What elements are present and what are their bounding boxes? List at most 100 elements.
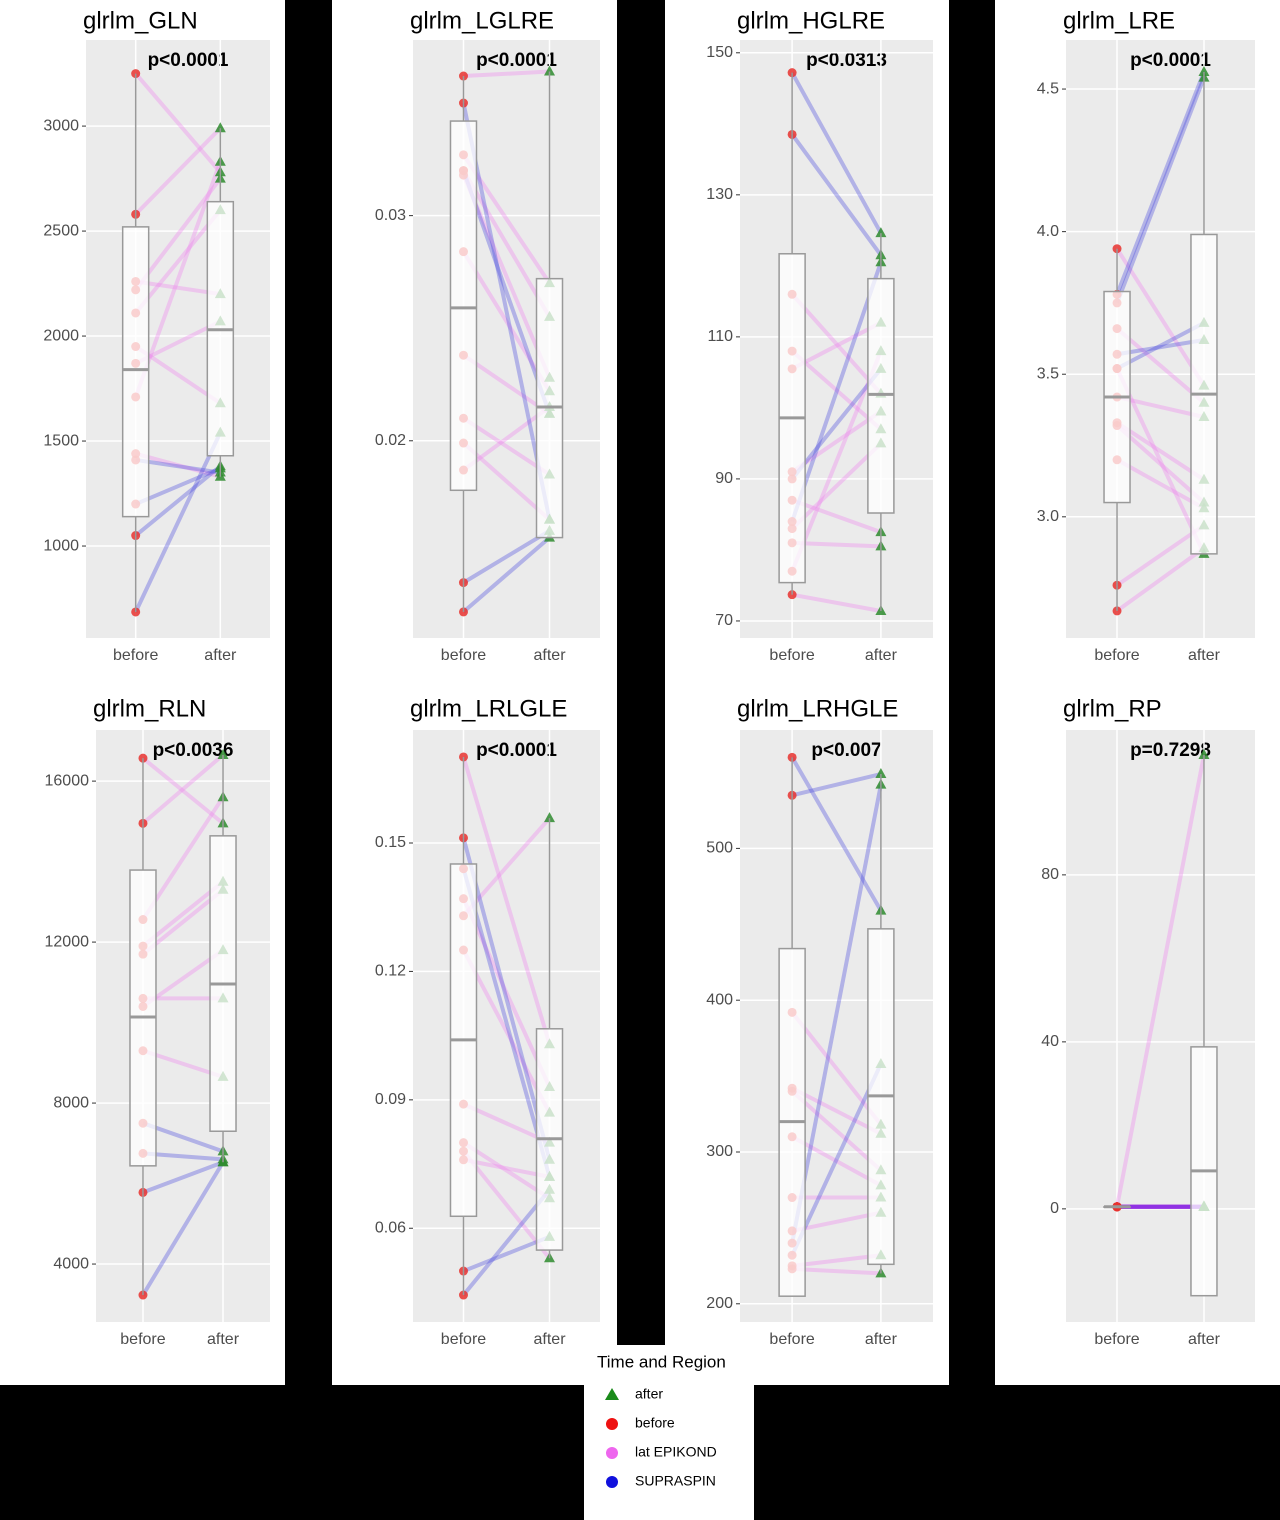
pair-line	[790, 1063, 883, 1257]
x-tick-label: before	[441, 647, 486, 664]
x-tick-label: after	[1188, 647, 1221, 664]
pair-line	[141, 1161, 225, 1297]
x-tick-label: after	[204, 647, 237, 664]
legend-marker	[606, 1476, 618, 1488]
pair-line	[790, 441, 883, 531]
pair-line	[1115, 71, 1206, 296]
legend-label: before	[635, 1415, 675, 1431]
legend-label: lat EPIKOND	[635, 1444, 717, 1460]
y-tick-label: 40	[1041, 1033, 1059, 1050]
p-value: p=0.7298	[1130, 740, 1211, 761]
panel-title: glrlm_RLN	[93, 695, 206, 722]
pair-line	[1115, 76, 1206, 304]
pair-line	[462, 536, 551, 614]
pair-line	[461, 250, 552, 393]
pair-line	[133, 431, 223, 613]
y-tick-label: 200	[706, 1295, 733, 1312]
y-tick-label: 1000	[43, 537, 79, 554]
pair-line	[461, 756, 552, 1045]
x-tick-label: before	[113, 647, 158, 664]
legend-marker	[606, 1418, 618, 1430]
pair-line	[1116, 338, 1205, 357]
y-tick-label: 2500	[43, 222, 79, 239]
p-value: p<0.007	[811, 740, 881, 761]
pair-line	[462, 353, 551, 416]
pair-line	[791, 1135, 882, 1188]
pair-line	[462, 441, 551, 522]
pair-line	[790, 292, 883, 396]
pair-line	[463, 69, 550, 79]
legend-label: SUPRASPIN	[635, 1473, 716, 1489]
pair-line	[1115, 247, 1206, 387]
pair-line	[134, 208, 222, 315]
plot-bg	[413, 40, 600, 638]
pair-line	[790, 409, 883, 474]
pair-line	[1115, 546, 1206, 613]
p-value: p<0.0036	[153, 740, 234, 761]
pair-line	[461, 837, 552, 1161]
y-tick-label: 90	[715, 470, 733, 487]
p-value: p<0.0001	[148, 50, 229, 71]
pair-line	[135, 451, 221, 479]
pair-line	[134, 177, 222, 292]
pair-line	[1116, 395, 1205, 419]
pair-line	[790, 350, 883, 572]
point-after	[217, 748, 229, 759]
plot-bg	[96, 730, 270, 1322]
point-after	[1198, 749, 1210, 760]
y-tick-label: 300	[706, 1143, 733, 1160]
pair-line	[791, 320, 882, 371]
y-tick-label: 0.12	[375, 963, 406, 980]
pair-line	[461, 897, 552, 1088]
y-tick-label: 0	[1050, 1200, 1059, 1217]
pair-line	[461, 169, 552, 415]
pair-line	[791, 498, 882, 535]
point-after	[214, 122, 226, 133]
y-tick-label: 70	[715, 612, 733, 629]
pair-line	[461, 949, 552, 1114]
pair-line	[461, 868, 552, 1178]
pair-line	[461, 1149, 552, 1260]
y-tick-label: 0.15	[375, 834, 406, 851]
point-after	[875, 227, 887, 238]
pair-line	[1116, 458, 1205, 510]
y-tick-label: 3.0	[1037, 508, 1059, 525]
pair-line	[141, 753, 225, 825]
p-value: p<0.0001	[1130, 50, 1211, 71]
pair-line	[134, 126, 222, 216]
plot-bg	[86, 40, 270, 638]
legend-marker	[606, 1447, 618, 1459]
pair-line	[792, 540, 881, 549]
y-tick-label: 12000	[45, 933, 90, 950]
y-tick-label: 0.03	[375, 207, 406, 224]
pair-line	[135, 457, 221, 475]
plot-bg	[1066, 730, 1255, 1322]
legend-label: after	[635, 1386, 663, 1402]
pair-line	[1116, 321, 1205, 371]
box	[121, 226, 150, 518]
panel-title: glrlm_LGLRE	[410, 7, 554, 34]
pair-line	[790, 784, 883, 1244]
pair-line	[790, 1011, 883, 1126]
pair-line	[1115, 421, 1206, 482]
pair-line	[462, 416, 551, 477]
pair-line	[790, 367, 883, 481]
pair-line	[790, 756, 883, 912]
plot-bg	[1066, 40, 1255, 638]
y-tick-label: 500	[706, 840, 733, 857]
plot-bg	[413, 730, 600, 1322]
x-tick-label: after	[1188, 1331, 1221, 1348]
x-tick-label: before	[441, 1331, 486, 1348]
x-tick-label: before	[1094, 647, 1139, 664]
pair-line	[792, 1266, 881, 1276]
y-tick-label: 4.0	[1037, 223, 1059, 240]
plot-bg	[740, 40, 933, 638]
y-tick-label: 130	[706, 186, 733, 203]
pair-line	[790, 71, 883, 235]
y-tick-label: 4.5	[1037, 80, 1059, 97]
pair-line	[791, 592, 882, 613]
panel-title: glrlm_HGLRE	[737, 7, 885, 34]
pair-line	[461, 102, 552, 520]
x-tick-label: after	[865, 647, 898, 664]
x-tick-label: after	[534, 1331, 567, 1348]
